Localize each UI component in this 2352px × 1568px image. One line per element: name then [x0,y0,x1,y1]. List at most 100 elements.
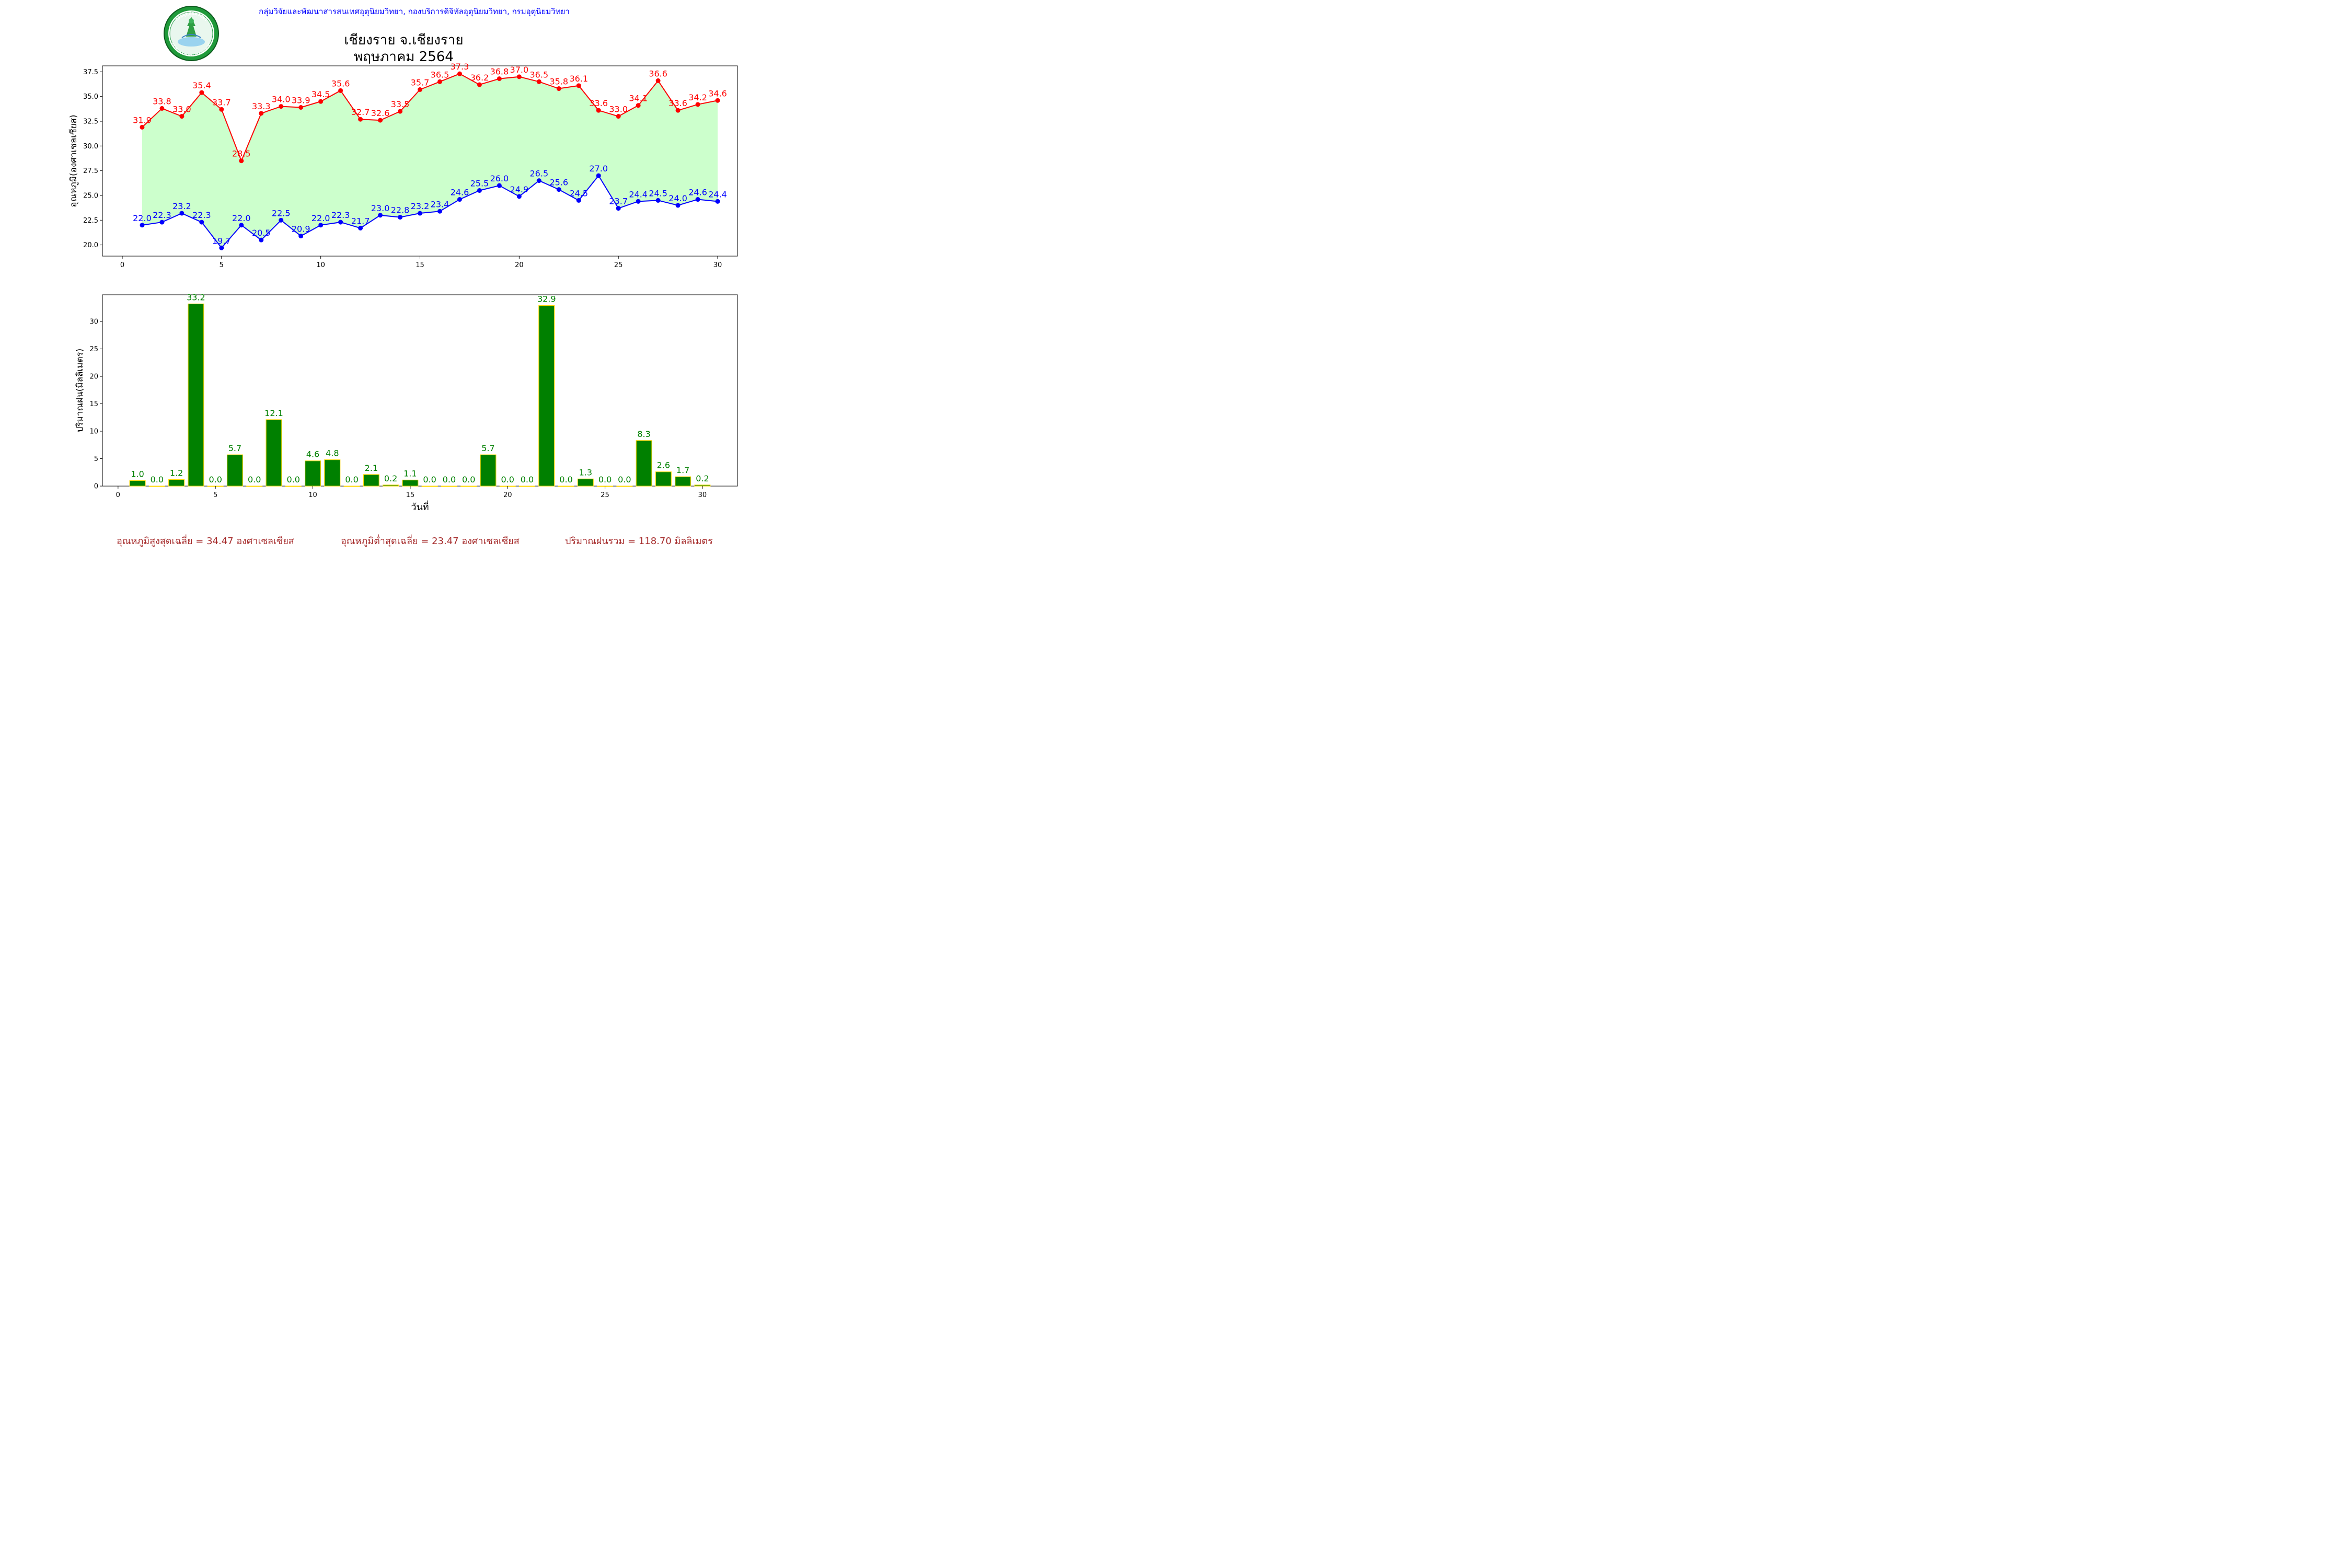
rainfall-data-label: 1.1 [403,468,417,478]
summary-footer: อุณหภูมิสูงสุดเฉลี่ย = 34.47 องศาเซลเซีย… [0,533,808,549]
min-temperature-point [259,237,264,243]
min-temperature-point [279,217,284,223]
rainfall-data-label: 1.7 [676,465,689,475]
min-temperature-data-label: 24.6 [451,188,469,198]
max-temperature-point [516,74,522,79]
max-temperature-data-label: 34.5 [312,89,330,99]
max-temperature-point [418,87,422,92]
rainfall-bar [168,479,185,487]
x-tick-label: 10 [316,261,325,269]
max-temperature-data-label: 36.6 [649,68,667,78]
min-temperature-data-label: 20.5 [252,228,271,238]
max-temperature-point [378,118,383,123]
rainfall-y-axis-label: ปริมาณฝน(มิลลิเมตร) [75,349,85,433]
rainfall-bar [266,419,282,487]
min-temperature-point [298,234,304,239]
temperature-chart: 20.0 22.5 25.0 27.5 30.0 32.5 35.0 37.5 0 5 10 15 20… [68,62,738,269]
meteorological-department-seal-icon: กรมอุตุนิยมวิทยา METEOROLOGICAL DEPARTME… [164,6,219,61]
y-tick-label: 30.0 [83,143,98,151]
max-temperature-data-label: 35.6 [331,78,350,88]
min-temperature-point [477,188,482,193]
rainfall-data-label: 0.0 [287,475,300,485]
avg-min-temperature-text: อุณหภูมิต่ำสุดเฉลี่ย = 23.47 องศาเซลเซีย… [341,536,520,547]
temperature-y-axis-label: อุณหภูมิ(องศาเซลเซียส) [68,114,79,207]
max-temperature-data-label: 33.8 [153,96,171,106]
min-temperature-line [142,175,718,249]
rainfall-bar [558,486,574,487]
min-temperature-data-label: 24.0 [668,193,687,203]
max-temperature-data-label: 37.0 [510,65,529,75]
charts-canvas: 20.0 22.5 25.0 27.5 30.0 32.5 35.0 37.5 0 5 10 15 20… [68,62,738,513]
max-temperature-data-label: 32.7 [351,107,370,117]
rainfall-data-label: 1.0 [131,469,144,479]
rainfall-bar [616,486,633,487]
x-tick-label: 15 [406,491,415,499]
rainfall-bar [246,486,263,487]
credit-line: กลุ่มวิจัยและพัฒนาสารสนเทศอุตุนิยมวิทยา,… [259,7,570,16]
y-tick-label: 30 [89,318,98,326]
max-temperature-point [219,107,224,112]
rainfall-data-label: 5.7 [481,443,494,453]
max-temperature-point [477,82,482,87]
min-temperature-point [378,213,383,218]
y-tick-label: 27.5 [83,167,98,175]
max-temperature-data-label: 33.6 [668,98,687,108]
max-temperature-point [358,117,363,122]
min-temperature-data-label: 24.6 [688,188,707,198]
max-temperature-data-label: 36.5 [431,70,449,79]
rainfall-data-label: 0.0 [559,475,572,485]
min-temperature-data-label: 24.4 [629,189,648,199]
max-temperature-data-label: 32.6 [371,108,390,118]
max-temperature-data-label: 34.6 [708,88,727,98]
max-temperature-data-label: 33.0 [172,105,191,114]
max-temperature-data-label: 35.4 [192,80,211,90]
max-temperature-data-label: 36.8 [490,67,509,77]
x-tick-label: 15 [416,261,424,269]
min-temperature-point [556,187,561,192]
min-temperature-point [159,220,165,225]
max-temperature-data-label: 33.5 [391,99,410,109]
rainfall-bar [480,454,497,487]
x-tick-label: 0 [120,261,124,269]
max-temperature-data-label: 35.7 [411,77,430,87]
rainfall-bar [675,476,691,487]
rainfall-bar [655,471,672,487]
rainfall-data-label: 0.0 [443,475,456,485]
chart-title-month: พฤษภาคม 2564 [354,49,454,65]
max-temperature-point [318,99,324,104]
rainfall-bar [518,486,535,487]
max-temperature-point [298,105,304,110]
min-temperature-data-label: 27.0 [589,164,608,174]
rainfall-data-label: 0.0 [462,475,475,485]
min-temperature-point [596,173,601,178]
max-temperature-point [239,158,244,164]
min-temperature-point [576,198,581,203]
min-temperature-point [318,223,324,228]
max-temperature-data-label: 37.3 [451,62,469,72]
max-temperature-point [398,109,403,114]
min-temperature-data-label: 23.4 [431,199,449,209]
rainfall-data-label: 4.8 [326,448,339,458]
min-temperature-point [398,215,403,220]
min-temperature-data-label: 22.8 [391,205,410,215]
total-rainfall-text: ปริมาณฝนรวม = 118.70 มิลลิเมตร [565,536,713,547]
max-temperature-point [338,88,343,93]
y-tick-label: 22.5 [83,217,98,225]
rainfall-data-label: 0.0 [521,475,534,485]
rainfall-data-label: 8.3 [637,429,650,439]
min-temperature-point [457,197,462,202]
rainfall-data-label: 33.2 [187,292,205,302]
max-temperature-data-label: 34.0 [272,95,291,105]
max-temperature-point [576,83,581,88]
min-temperature-data-label: 23.7 [609,197,628,206]
rainfall-data-label: 0.0 [501,475,514,485]
y-tick-label: 0 [94,483,98,491]
min-temperature-point [338,220,343,225]
max-temperature-point [279,104,284,109]
rainfall-data-label: 0.0 [598,475,612,485]
max-temperature-data-label: 33.6 [589,98,608,108]
min-temperature-data-label: 25.5 [470,179,489,189]
max-temperature-data-label: 28.5 [232,149,251,159]
max-temperature-point [636,103,641,108]
rainfall-data-label: 5.7 [228,443,241,453]
